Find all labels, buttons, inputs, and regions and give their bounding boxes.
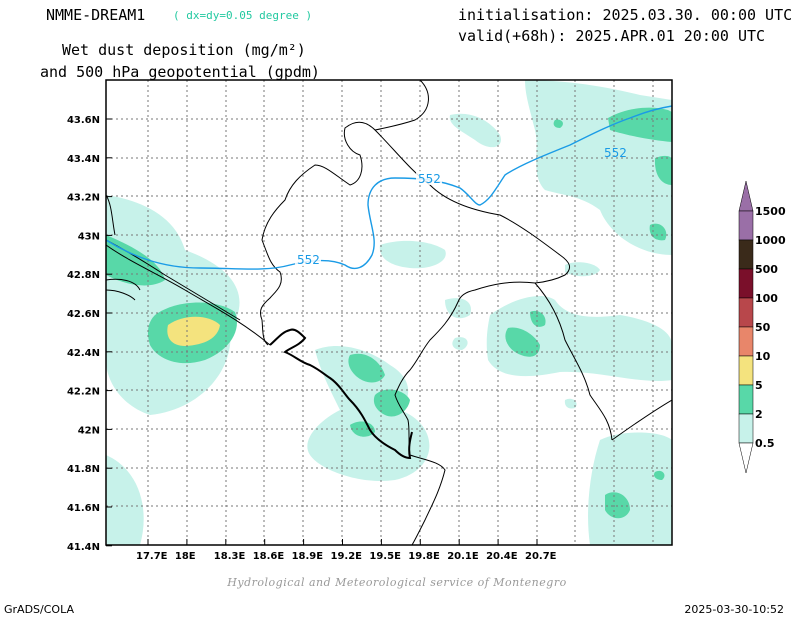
lat-tick-label: 41.8N xyxy=(67,464,100,475)
lat-tick-label: 42.4N xyxy=(67,348,100,359)
lon-tick-label: 20.1E xyxy=(447,551,479,562)
lat-tick-label: 43N xyxy=(78,231,100,242)
model-name: NMME-DREAM1 xyxy=(46,6,146,24)
contour-label: 552 xyxy=(297,253,320,267)
contour-label: 552 xyxy=(418,172,441,186)
lon-tick-label: 18.6E xyxy=(253,551,285,562)
legend-label: 1500 xyxy=(755,205,786,218)
lat-tick-label: 42.8N xyxy=(67,270,100,281)
legend-label: 10 xyxy=(755,350,771,363)
deposition-high-area xyxy=(167,316,220,346)
lon-tick-label: 20.7E xyxy=(525,551,557,562)
title-line-1: Wet dust deposition (mg/m²) xyxy=(62,41,306,59)
lon-tick-label: 17.7E xyxy=(136,551,168,562)
contour-label: 552 xyxy=(604,146,627,160)
lon-tick-label: 18E xyxy=(175,551,196,562)
valid-time: valid(+68h): 2025.APR.01 20:00 UTC xyxy=(458,27,766,45)
legend-label: 2 xyxy=(755,408,763,421)
credit-text: Hydrological and Meteorological service … xyxy=(226,576,566,589)
lon-tick-label: 19.5E xyxy=(369,551,401,562)
lon-tick-label: 20.4E xyxy=(486,551,518,562)
timestamp-label: 2025-03-30-10:52 xyxy=(684,603,784,616)
legend-swatch xyxy=(738,355,754,386)
legend-bottom-arrow xyxy=(738,442,754,474)
lat-tick-label: 41.6N xyxy=(67,503,100,514)
legend-label: 5 xyxy=(755,379,763,392)
lon-tick-label: 18.9E xyxy=(292,551,324,562)
lat-tick-label: 42N xyxy=(78,425,100,436)
color-legend: 1500 1000 500 100 50 10 5 2 0.5 xyxy=(738,180,786,474)
legend-top-arrow xyxy=(738,180,754,212)
legend-label: 50 xyxy=(755,321,771,334)
country-borders xyxy=(106,80,672,545)
lon-tick-label: 19.8E xyxy=(408,551,440,562)
lat-tick-label: 43.4N xyxy=(67,154,100,165)
legend-swatch xyxy=(738,297,754,328)
contour-labels: 552 552 552 xyxy=(295,146,627,267)
lat-tick-label: 41.4N xyxy=(67,542,100,553)
legend-label: 100 xyxy=(755,292,778,305)
title-line-2: and 500 hPa geopotential (gpdm) xyxy=(40,63,320,81)
lat-tick-label: 43.6N xyxy=(67,115,100,126)
legend-swatch xyxy=(738,239,754,270)
grid-lines xyxy=(106,80,672,545)
lon-tick-label: 18.3E xyxy=(214,551,246,562)
lat-tick-label: 43.2N xyxy=(67,193,100,204)
init-time: initialisation: 2025.03.30. 00:00 UTC xyxy=(458,6,793,24)
lon-tick-label: 19.2E xyxy=(331,551,363,562)
legend-swatch xyxy=(738,210,754,241)
lat-tick-label: 42.2N xyxy=(67,387,100,398)
contour-552 xyxy=(106,105,672,270)
legend-swatch xyxy=(738,268,754,299)
lat-tick-label: 42.6N xyxy=(67,309,100,320)
latitude-axis: 43.6N 43.4N 43.2N 43N 42.8N 42.6N 42.4N 42.2N 42… xyxy=(67,115,112,553)
longitude-axis: 17.7E 18E 18.3E 18.6E 18.9E 19.2E 19.5E 19.8E 20… xyxy=(136,539,557,562)
legend-label: 1000 xyxy=(755,234,786,247)
legend-swatch xyxy=(738,326,754,357)
resolution-note: ( dx=dy=0.05 degree ) xyxy=(173,9,313,22)
legend-label: 500 xyxy=(755,263,778,276)
legend-swatch xyxy=(738,413,754,444)
coastline xyxy=(269,328,413,460)
legend-label: 0.5 xyxy=(755,437,775,450)
software-label: GrADS/COLA xyxy=(4,603,74,616)
legend-swatch xyxy=(738,384,754,415)
